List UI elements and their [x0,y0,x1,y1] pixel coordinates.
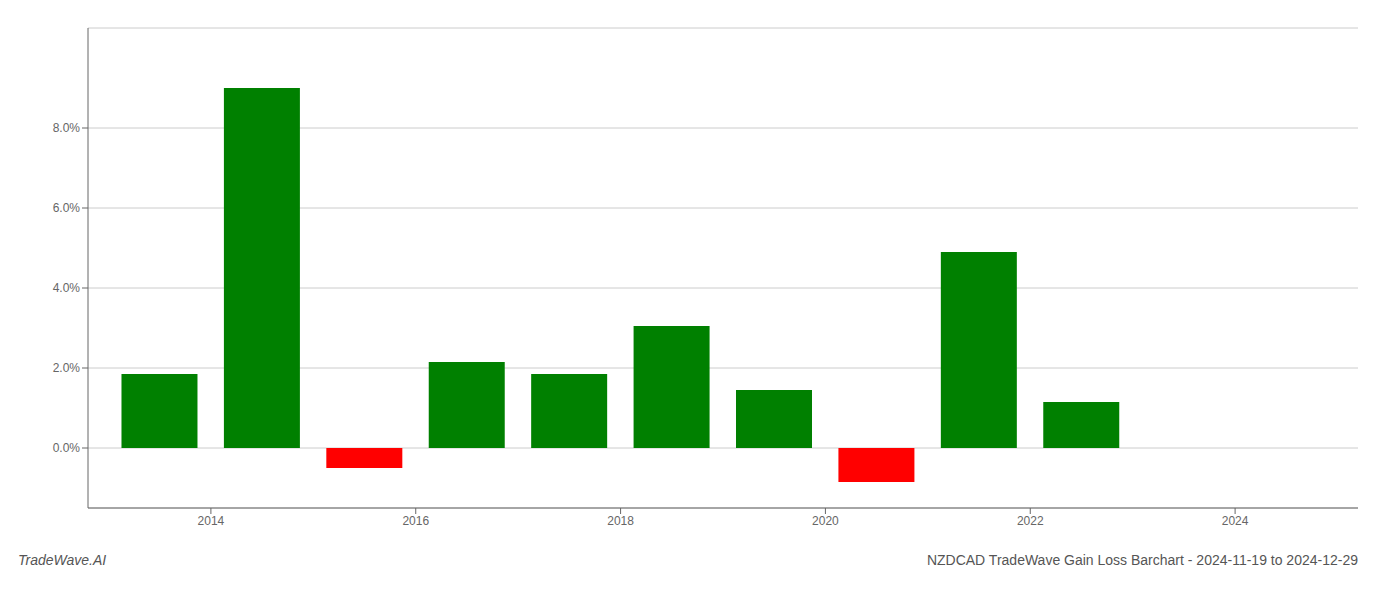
svg-text:2.0%: 2.0% [53,361,81,375]
svg-text:8.0%: 8.0% [53,121,81,135]
svg-text:4.0%: 4.0% [53,281,81,295]
svg-text:2018: 2018 [607,514,634,528]
svg-text:6.0%: 6.0% [53,201,81,215]
svg-text:2024: 2024 [1222,514,1249,528]
html-text:NZDCAD TradeWave Gain Loss Bar: NZDCAD TradeWave Gain Loss Barchart - 20… [926,552,1358,568]
svg-text:2022: 2022 [1017,514,1044,528]
html-text:TradeWave.AI: TradeWave.AI [18,552,107,568]
svg-text:2014: 2014 [198,514,225,528]
svg-text:2016: 2016 [402,514,429,528]
svg-text:2020: 2020 [812,514,839,528]
svg-text:0.0%: 0.0% [53,441,81,455]
